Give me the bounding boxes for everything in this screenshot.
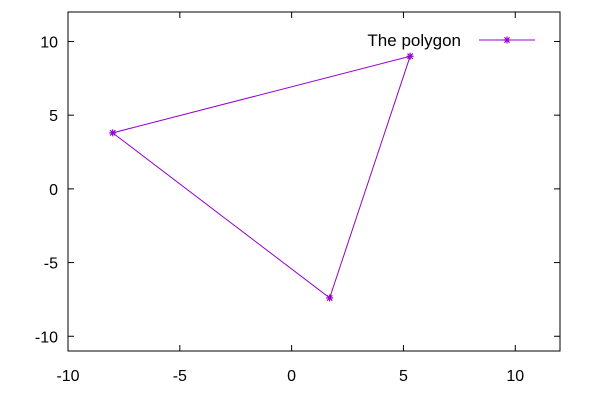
y-tick-label: 10 xyxy=(40,34,58,51)
y-tick-label: -5 xyxy=(44,256,58,273)
y-axis: -10 -5 0 5 10 xyxy=(35,34,560,346)
x-tick-label: -5 xyxy=(173,368,187,385)
data-point xyxy=(109,129,117,137)
series-line xyxy=(112,55,411,299)
y-tick-label: 0 xyxy=(49,182,58,199)
plot-area xyxy=(67,11,561,352)
legend-marker xyxy=(503,36,511,44)
x-axis: -10 -5 0 5 10 xyxy=(56,12,524,385)
plot-frame xyxy=(67,11,561,352)
y-tick-label: 5 xyxy=(49,108,58,125)
legend-label: The polygon xyxy=(367,31,461,50)
x-tick-label: -10 xyxy=(56,368,79,385)
x-tick-label: 0 xyxy=(287,368,296,385)
series-layer xyxy=(109,52,414,302)
data-point xyxy=(326,294,334,302)
x-tick-label: 10 xyxy=(506,368,524,385)
y-tick-label: -10 xyxy=(35,329,58,346)
data-point xyxy=(406,52,414,60)
x-tick-label: 5 xyxy=(399,368,408,385)
legend: The polygon xyxy=(367,31,535,50)
